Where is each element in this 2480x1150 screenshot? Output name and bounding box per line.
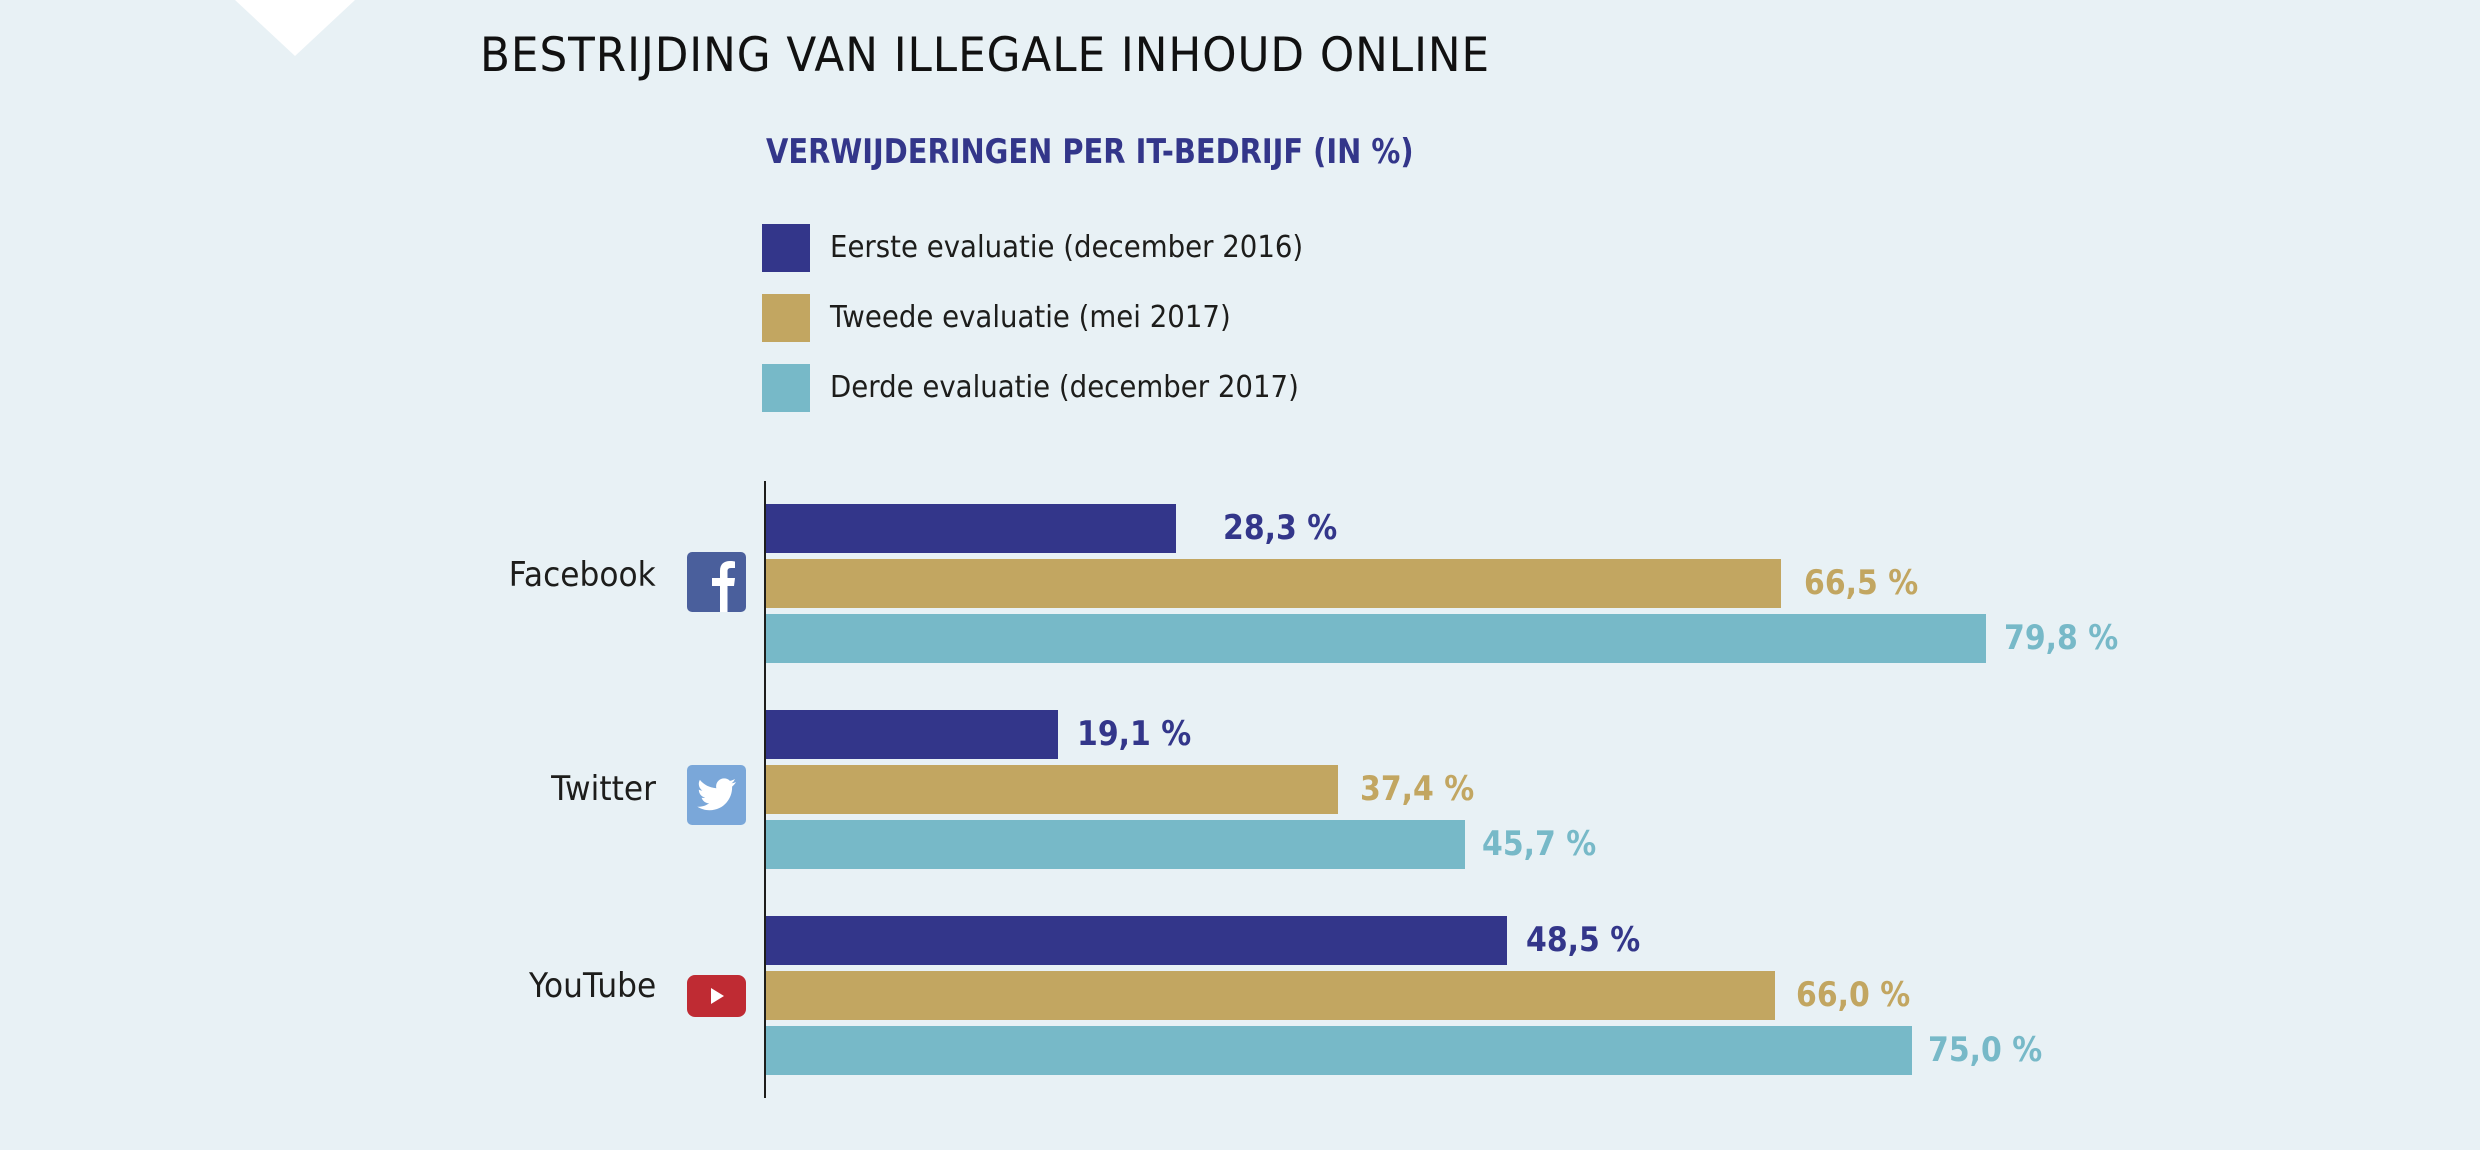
bar-value-label: 48,5 % [1526, 920, 1641, 960]
bar-twitter-second [766, 765, 1338, 814]
bar-twitter-first [766, 710, 1058, 759]
twitter-icon [687, 765, 746, 825]
chart-subtitle: VERWIJDERINGEN PER IT-BEDRIJF (IN %) [766, 132, 1414, 172]
category-label: Twitter [551, 769, 656, 809]
legend-label: Eerste evaluatie (december 2016) [830, 230, 1304, 265]
bar-value-label: 66,0 % [1796, 975, 1911, 1015]
bar-value-label: 45,7 % [1482, 824, 1597, 864]
bar-value-label: 37,4 % [1360, 769, 1475, 809]
bar-value-label: 79,8 % [2004, 618, 2119, 658]
bar-value-label: 66,5 % [1804, 563, 1919, 603]
bar-value-label: 75,0 % [1928, 1030, 2043, 1070]
page-title: BESTRIJDING VAN ILLEGALE INHOUD ONLINE [480, 28, 1491, 83]
bar-value-label: 28,3 % [1223, 508, 1338, 548]
bar-facebook-second [766, 559, 1781, 608]
category-label: YouTube [528, 966, 656, 1006]
legend-swatch-first [762, 224, 810, 272]
bar-group-twitter: Twitter 19,1 % 37,4 % 45,7 % [0, 710, 2480, 870]
bar-youtube-first [766, 916, 1507, 965]
bar-group-facebook: Facebook 28,3 % 66,5 % 79,8 % [0, 504, 2480, 664]
category-label: Facebook [509, 555, 656, 595]
bar-youtube-third [766, 1026, 1912, 1075]
bar-group-youtube: YouTube 48,5 % 66,0 % 75,0 % [0, 916, 2480, 1076]
legend-label: Tweede evaluatie (mei 2017) [830, 300, 1231, 335]
legend-swatch-third [762, 364, 810, 412]
decorative-notch [235, 0, 355, 56]
bar-facebook-first [766, 504, 1176, 553]
bar-facebook-third [766, 614, 1986, 663]
y-axis-line [764, 481, 766, 1098]
bar-twitter-third [766, 820, 1465, 869]
youtube-icon [687, 975, 746, 1017]
facebook-icon [687, 552, 746, 612]
legend-swatch-second [762, 294, 810, 342]
bar-value-label: 19,1 % [1077, 714, 1192, 754]
bar-youtube-second [766, 971, 1775, 1020]
legend-label: Derde evaluatie (december 2017) [830, 370, 1299, 405]
